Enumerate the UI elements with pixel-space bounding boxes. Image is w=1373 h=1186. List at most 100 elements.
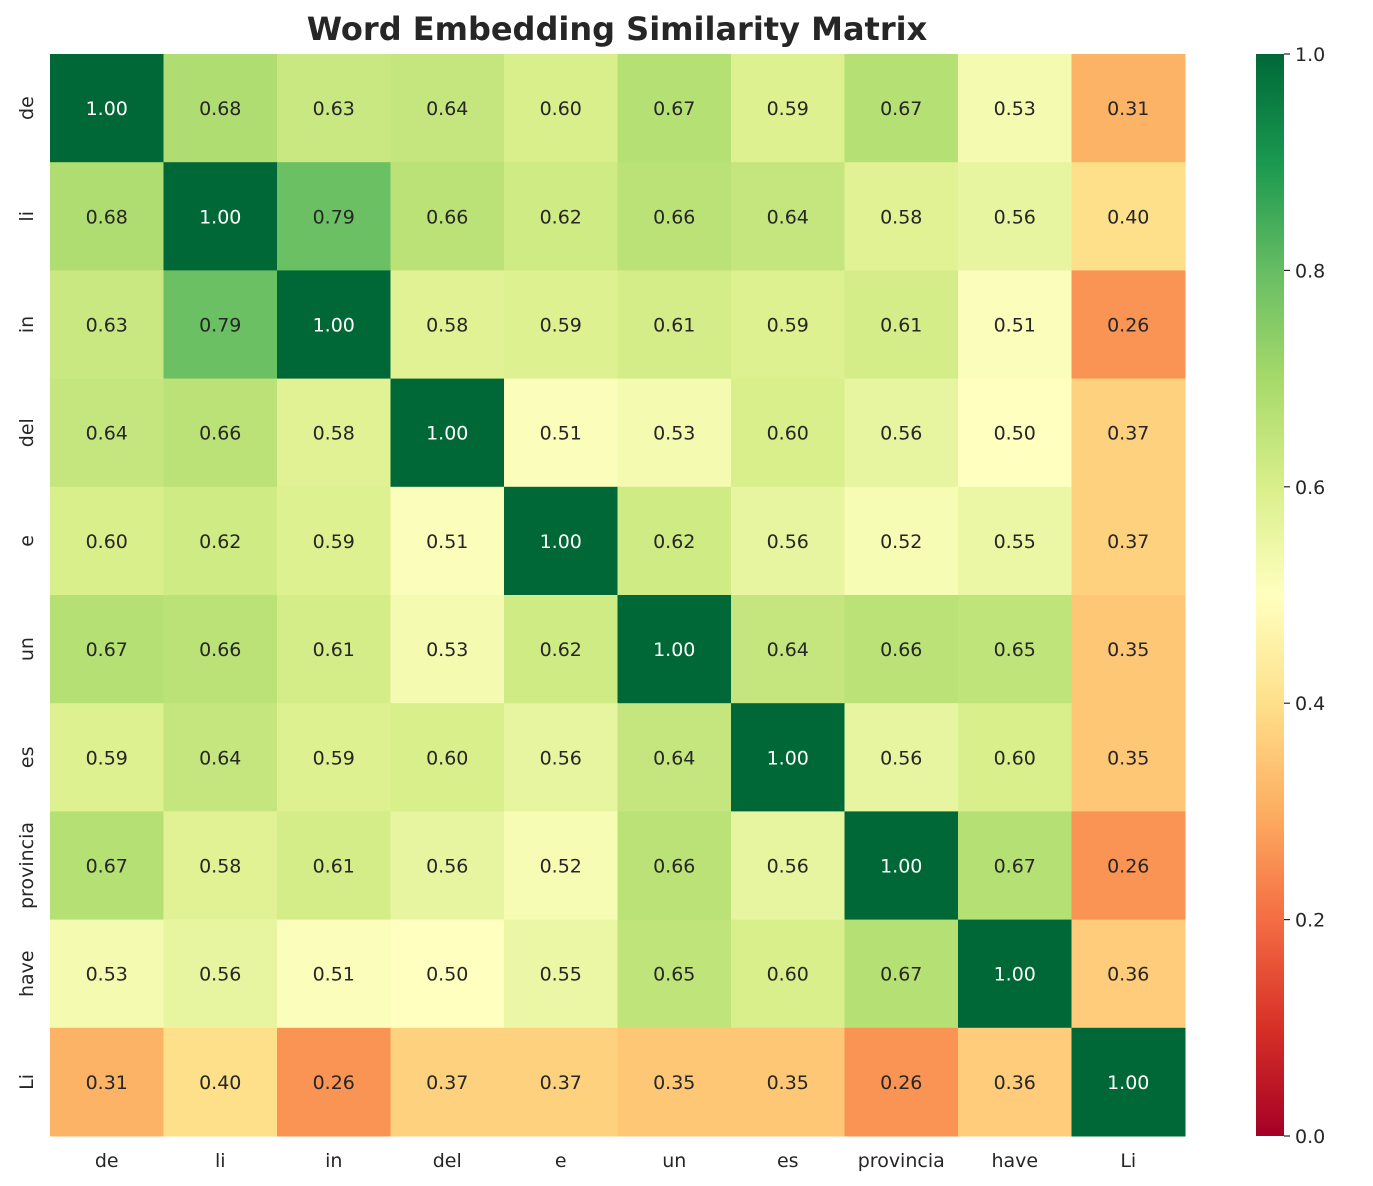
heatmap-cell-label: 0.67 — [880, 964, 922, 986]
heatmap-cell — [844, 919, 959, 1029]
heatmap-cells — [50, 54, 1186, 1137]
heatmap-cell — [277, 162, 391, 271]
heatmap-cell — [504, 486, 618, 596]
heatmap-cell — [504, 703, 618, 812]
y-tick-label: de — [16, 96, 38, 120]
heatmap-cell — [958, 703, 1072, 812]
heatmap-cell-label: 0.66 — [653, 856, 695, 878]
heatmap-cell-label: 0.60 — [994, 747, 1036, 769]
heatmap-cell — [844, 378, 959, 488]
heatmap-cell-label: 0.35 — [1107, 747, 1149, 769]
heatmap-cell-label: 0.66 — [880, 639, 922, 661]
heatmap-cell — [277, 378, 391, 488]
heatmap-cell — [731, 919, 845, 1029]
heatmap-cell-label: 0.50 — [994, 423, 1036, 445]
heatmap-cell — [1071, 270, 1186, 380]
colorbar-tick-label: 0.6 — [1295, 477, 1325, 499]
heatmap-cell — [50, 703, 164, 812]
x-tick-label: un — [662, 1150, 686, 1172]
heatmap-cell — [50, 162, 164, 271]
heatmap-cell-label: 0.61 — [653, 315, 695, 337]
heatmap-cell — [731, 595, 845, 704]
heatmap-cell — [844, 595, 959, 704]
heatmap-cell — [958, 811, 1072, 921]
heatmap-cell-label: 0.52 — [540, 856, 582, 878]
y-tick-label: provincia — [16, 822, 38, 909]
heatmap-cell-label: 0.56 — [880, 747, 922, 769]
colorbar-tick-label: 0.8 — [1295, 260, 1325, 282]
heatmap-cell-label: 0.51 — [540, 423, 582, 445]
heatmap-cell — [390, 486, 505, 596]
y-axis-tick-labels: de li in del e un es provincia have Li — [16, 96, 38, 1090]
heatmap-cell-label: 0.65 — [653, 964, 695, 986]
x-tick-label: e — [555, 1150, 567, 1172]
heatmap-cell — [1071, 162, 1186, 271]
heatmap-cell — [617, 54, 732, 163]
heatmap-cell-label: 0.26 — [880, 1072, 922, 1094]
heatmap-cell — [163, 703, 278, 812]
heatmap-cell-label: 1.00 — [767, 747, 809, 769]
heatmap-cell-label: 1.00 — [1107, 1072, 1149, 1094]
x-tick-label: li — [215, 1150, 226, 1172]
colorbar-gradient — [1256, 54, 1284, 1136]
heatmap-cell — [958, 919, 1072, 1029]
heatmap-cell — [390, 919, 505, 1029]
heatmap-cell-label: 0.59 — [313, 747, 355, 769]
heatmap-cell — [390, 378, 505, 488]
heatmap-cell — [50, 270, 164, 380]
heatmap-cell — [390, 703, 505, 812]
colorbar-tick-label: 0.2 — [1295, 910, 1325, 932]
heatmap-cell — [1071, 919, 1186, 1029]
heatmap-cell — [504, 919, 618, 1029]
heatmap-cell — [1071, 811, 1186, 921]
heatmap-cell-label: 0.60 — [86, 531, 128, 553]
heatmap-cell-label: 0.56 — [994, 206, 1036, 228]
heatmap-cell — [50, 54, 164, 163]
heatmap-cell — [731, 1027, 845, 1137]
heatmap-cell — [958, 378, 1072, 488]
heatmap-cell-label: 0.35 — [1107, 639, 1149, 661]
heatmap-cell — [958, 54, 1072, 163]
heatmap-cell — [731, 811, 845, 921]
y-tick-label: Li — [16, 1074, 38, 1090]
heatmap-cell — [163, 162, 278, 271]
heatmap-cell-label: 0.65 — [994, 639, 1036, 661]
heatmap-cell — [390, 811, 505, 921]
heatmap-cell-label: 0.59 — [313, 531, 355, 553]
heatmap-cell-label: 0.53 — [86, 964, 128, 986]
heatmap-cell-label: 0.67 — [880, 98, 922, 120]
y-tick-label: un — [16, 637, 38, 661]
heatmap-cell-label: 0.58 — [199, 856, 241, 878]
heatmap-cell-label: 0.61 — [313, 856, 355, 878]
heatmap-cell-label: 0.37 — [426, 1072, 468, 1094]
heatmap-cell — [731, 270, 845, 380]
heatmap-cell-label: 0.79 — [199, 315, 241, 337]
heatmap-cell — [617, 595, 732, 704]
colorbar-tick-label: 0.0 — [1295, 1126, 1325, 1148]
y-tick-label: e — [16, 535, 38, 547]
heatmap-cell-label: 0.36 — [994, 1072, 1036, 1094]
heatmap-cell-label: 0.59 — [86, 747, 128, 769]
heatmap-cell — [617, 162, 732, 271]
heatmap-cell — [277, 811, 391, 921]
heatmap-cell-label: 0.59 — [767, 315, 809, 337]
heatmap-cell-label: 0.56 — [880, 423, 922, 445]
heatmap-cell-label: 0.40 — [1107, 206, 1149, 228]
heatmap-cell — [844, 162, 959, 271]
heatmap-cell-label: 1.00 — [426, 423, 468, 445]
heatmap-cell — [163, 270, 278, 380]
chart-title: Word Embedding Similarity Matrix — [307, 10, 928, 48]
heatmap-cell-label: 0.67 — [653, 98, 695, 120]
heatmap-cell-label: 0.53 — [426, 639, 468, 661]
heatmap-cell-label: 0.68 — [86, 206, 128, 228]
x-tick-label: es — [777, 1150, 799, 1172]
heatmap-cell-label: 0.56 — [426, 856, 468, 878]
heatmap-cell-label: 0.31 — [86, 1072, 128, 1094]
y-tick-label: have — [16, 950, 38, 997]
heatmap-cell — [390, 162, 505, 271]
heatmap-cell — [390, 595, 505, 704]
heatmap-cell-label: 0.61 — [880, 315, 922, 337]
x-tick-label: Li — [1120, 1150, 1136, 1172]
x-axis-tick-labels: de li in del e un es provincia have Li — [95, 1150, 1136, 1172]
